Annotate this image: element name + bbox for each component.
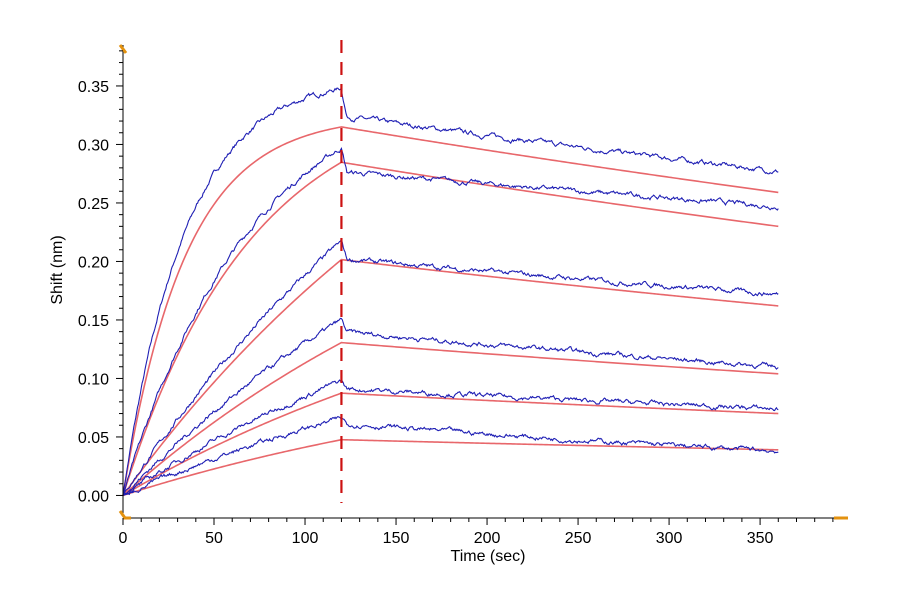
fit-curves (122, 126, 779, 497)
y-tick-label: 0.05 (78, 430, 109, 447)
x-tick-label: 50 (205, 530, 223, 547)
fit-curve-4 (122, 341, 779, 497)
x-tick-label: 350 (747, 530, 774, 547)
y-tick-label: 0.00 (78, 488, 109, 505)
data-trace-5 (122, 379, 779, 496)
x-tick-label: 200 (474, 530, 501, 547)
y-axis-title: Shift (nm) (49, 235, 66, 304)
fit-curve-6 (122, 438, 779, 497)
tick-labels: 0.00 0.05 0.10 0.15 0.20 0.25 0.30 0.35 0 50 100 15… (78, 79, 774, 547)
y-tick-label: 0.30 (78, 137, 109, 154)
y-tick-label: 0.15 (78, 313, 109, 330)
x-tick-label: 0 (119, 530, 128, 547)
x-tick-label: 300 (656, 530, 683, 547)
y-tick-label: 0.25 (78, 196, 109, 213)
data-traces (122, 87, 779, 496)
fit-curve-1 (122, 126, 779, 496)
data-trace-6 (122, 416, 779, 496)
data-trace-3 (122, 237, 779, 496)
axes (116, 40, 848, 525)
y-tick-label: 0.10 (78, 371, 109, 388)
data-trace-2 (122, 147, 779, 496)
x-tick-label: 150 (383, 530, 410, 547)
y-tick-label: 0.20 (78, 254, 109, 271)
x-tick-label: 250 (565, 530, 592, 547)
y-tick-label: 0.35 (78, 79, 109, 96)
fit-curve-5 (122, 392, 779, 497)
x-axis-title: Time (sec) (451, 548, 526, 565)
data-trace-1 (122, 87, 779, 496)
x-tick-label: 100 (292, 530, 319, 547)
data-trace-4 (122, 317, 779, 496)
y-axis-top-cap (118, 44, 128, 54)
fit-curve-3 (122, 258, 779, 496)
